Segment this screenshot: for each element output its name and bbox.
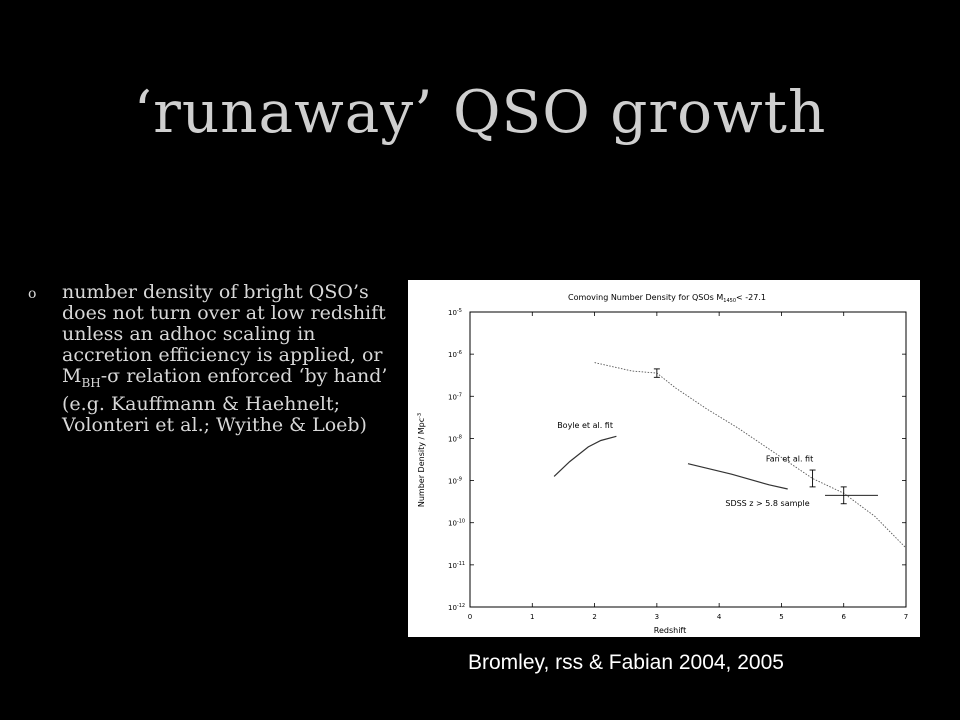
x-tick-label-0: 0 — [468, 613, 472, 621]
bullet-marker: o — [28, 286, 37, 302]
chart-figure: Comoving Number Density for QSOs M1450< … — [408, 280, 920, 637]
bullet-item: o number density of bright QSO’s does no… — [28, 282, 388, 436]
x-tick-label-3: 3 — [655, 613, 659, 621]
figure-caption: Bromley, rss & Fabian 2004, 2005 — [468, 651, 784, 674]
series-layer — [553, 362, 907, 549]
y-tick-label-3: 10-8 — [448, 434, 462, 443]
x-tick-label-6: 6 — [841, 613, 846, 621]
bullet-sigma: -σ — [100, 365, 121, 387]
series-line-0 — [594, 362, 907, 549]
y-tick-label-1: 10-6 — [448, 350, 462, 359]
y-axis-label: Number Density / Mpc-3 — [417, 413, 426, 507]
x-tick-label-2: 2 — [592, 613, 596, 621]
x-tick-label-4: 4 — [717, 613, 722, 621]
y-tick-label-6: 10-11 — [448, 561, 465, 570]
series-line-2 — [687, 463, 788, 490]
bullet-text-part2: relation enforced ‘by hand’ (e.g. Kauffm… — [62, 365, 388, 436]
slide-title: ‘runaway’ QSO growth — [133, 78, 827, 146]
x-tick-label-1: 1 — [530, 613, 534, 621]
series-line-1 — [553, 435, 617, 477]
bullet-subscript: BH — [81, 375, 101, 390]
annotation-2: SDSS z > 5.8 sample — [725, 499, 809, 508]
bullet-text-part1: number density of bright QSO’s does not … — [62, 281, 386, 387]
x-tick-label-5: 5 — [779, 613, 783, 621]
chart-svg: Comoving Number Density for QSOs M1450< … — [417, 293, 908, 635]
annotation-1: Fan et al. fit — [766, 455, 813, 464]
plot-frame — [469, 311, 907, 608]
axis-ticks: 0 1 2 3 4 5 6 7 10-5 10-6 10-7 10-8 10-9 10-10 10-11 10… — [448, 308, 908, 621]
bullet-text: number density of bright QSO’s does not … — [62, 282, 388, 436]
annotation-0: Boyle et al. fit — [557, 421, 613, 430]
y-tick-label-2: 10-7 — [448, 392, 462, 401]
error-bar-layer — [653, 368, 878, 505]
y-tick-label-7: 10-12 — [448, 603, 465, 612]
bullet-list: o number density of bright QSO’s does no… — [28, 282, 388, 436]
annotation-layer: Boyle et al. fit Fan et al. fit SDSS z > 5… — [557, 421, 813, 508]
x-axis-label: Redshift — [654, 626, 686, 635]
chart-title: Comoving Number Density for QSOs M1450< … — [568, 293, 766, 304]
y-tick-label-5: 10-10 — [448, 519, 465, 528]
y-tick-label-4: 10-9 — [448, 477, 462, 486]
y-tick-label-0: 10-5 — [448, 308, 462, 317]
x-tick-label-7: 7 — [904, 613, 908, 621]
